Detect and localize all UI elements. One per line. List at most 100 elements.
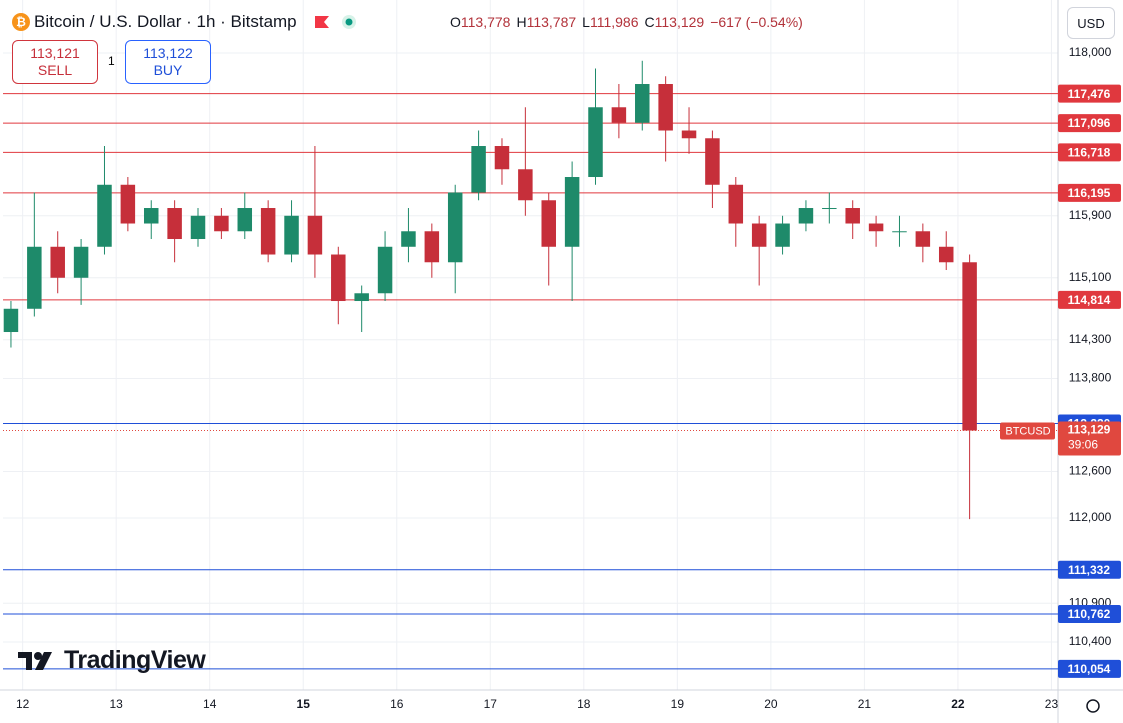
level-label: 114,814 [1068,293,1111,307]
candle-body [541,200,556,247]
svg-text:₿: ₿ [16,15,26,29]
x-tick-label: 12 [16,697,30,711]
candle-body [611,107,627,123]
y-tick-label: 114,300 [1069,332,1112,346]
candle-body [892,231,907,233]
candle-body [331,254,346,302]
x-tick-label: 15 [297,697,311,711]
ohlc-prefix: H [516,14,527,30]
candle-body [868,223,884,232]
ohlc-value: 111,986 [589,14,639,30]
quantity: 1 [108,54,115,68]
candle-body [190,215,206,240]
y-tick-label: 112,000 [1069,510,1112,524]
x-tick-label: 22 [951,697,965,711]
candle-body [354,293,369,302]
x-tick-label: 20 [764,697,778,711]
candle-body [471,146,486,193]
symbol-tag [1000,422,1055,440]
y-tick-label: 110,400 [1069,634,1112,648]
level-tag [1058,183,1121,202]
x-tick-label: 16 [390,697,404,711]
candle-body [167,208,182,240]
candle-body [73,246,89,278]
candle-body [50,246,65,278]
candle-body [377,246,393,294]
ohlc-prefix: L [582,14,590,30]
logo-mark [18,651,52,670]
level-tag [1058,659,1121,678]
level-tag [1058,560,1121,579]
candle-body [284,215,299,255]
candle-body [822,208,837,210]
candle-body [635,84,650,123]
y-tick-label: 118,000 [1069,45,1112,59]
y-tick-label: 115,900 [1069,208,1112,222]
level-label: 117,476 [1068,87,1111,101]
currency-button[interactable]: USD [1067,7,1115,39]
x-tick-label: 13 [109,697,123,711]
y-tick-label: 113,800 [1069,371,1112,385]
candle-body [798,208,814,224]
sell-button[interactable]: 113,121 SELL [12,40,98,84]
symbol-header: ₿ Bitcoin / U.S. Dollar · 1h · Bitstamp [10,11,357,33]
candle-body [518,169,533,201]
candle-body [915,231,931,247]
buy-button[interactable]: 113,122 BUY [125,40,211,84]
level-label: 110,054 [1068,662,1111,676]
candle-body [307,215,323,255]
last-price-label: 113,129 [1068,423,1111,437]
candle-body [681,130,697,139]
candle-body [775,223,790,247]
candle-body [260,208,276,255]
change: −617 (−0.54%) [710,14,803,30]
ohlc-prefix: O [450,14,461,30]
countdown: 39:06 [1068,438,1098,452]
candle-body [401,231,416,247]
y-tick-label: 115,100 [1069,270,1112,284]
buy-price: 113,122 [143,45,193,61]
logo-text: TradingView [64,646,206,674]
level-tag [1058,143,1121,162]
ohlc-value: 113,129 [654,14,705,30]
last-price-tag [1058,421,1121,456]
level-label: 117,096 [1068,116,1111,130]
level-label: 110,762 [1068,607,1111,621]
x-tick-label: 14 [203,697,217,711]
candle-body [120,184,136,224]
candle-body [143,208,159,224]
ohlc-item: L111,986 [582,14,638,30]
level-tag [1058,290,1121,309]
candle-body [658,84,673,131]
level-tag [1058,604,1121,623]
candle-body [938,246,954,263]
level-tag [1058,84,1121,103]
candle-body [27,246,42,309]
symbol-title: Bitcoin / U.S. Dollar · 1h · Bitstamp [34,12,297,31]
btc-icon: ₿ [12,13,30,31]
level-label: 111,332 [1068,563,1110,577]
ohlc-item: H113,787 [516,14,576,30]
x-tick-label: 19 [671,697,685,711]
ohlc-value: 113,778 [460,14,511,30]
candle-body [705,138,720,185]
candle-body [845,208,860,224]
candle-body [588,107,603,178]
candle-body [494,146,510,170]
candle-body [447,192,463,263]
y-tick-label: 112,600 [1069,464,1112,478]
settings-icon [1086,699,1100,713]
x-tick-label: 18 [577,697,591,711]
sell-price: 113,121 [30,45,80,61]
candle-body [424,231,440,263]
level-label: 116,195 [1068,186,1111,200]
ohlc-item: C113,129 [645,14,705,30]
candle-body [751,223,767,247]
ohlc-values: O113,778 H113,787 L111,986 C113,129 −617 (−0… [450,11,803,33]
ohlc-item: O113,778 [450,14,510,30]
symbol-tag-label: BTCUSD [1005,425,1050,437]
ohlc-prefix: C [644,14,655,30]
ohlc-value: 113,787 [526,14,577,30]
candle-body [237,208,253,232]
